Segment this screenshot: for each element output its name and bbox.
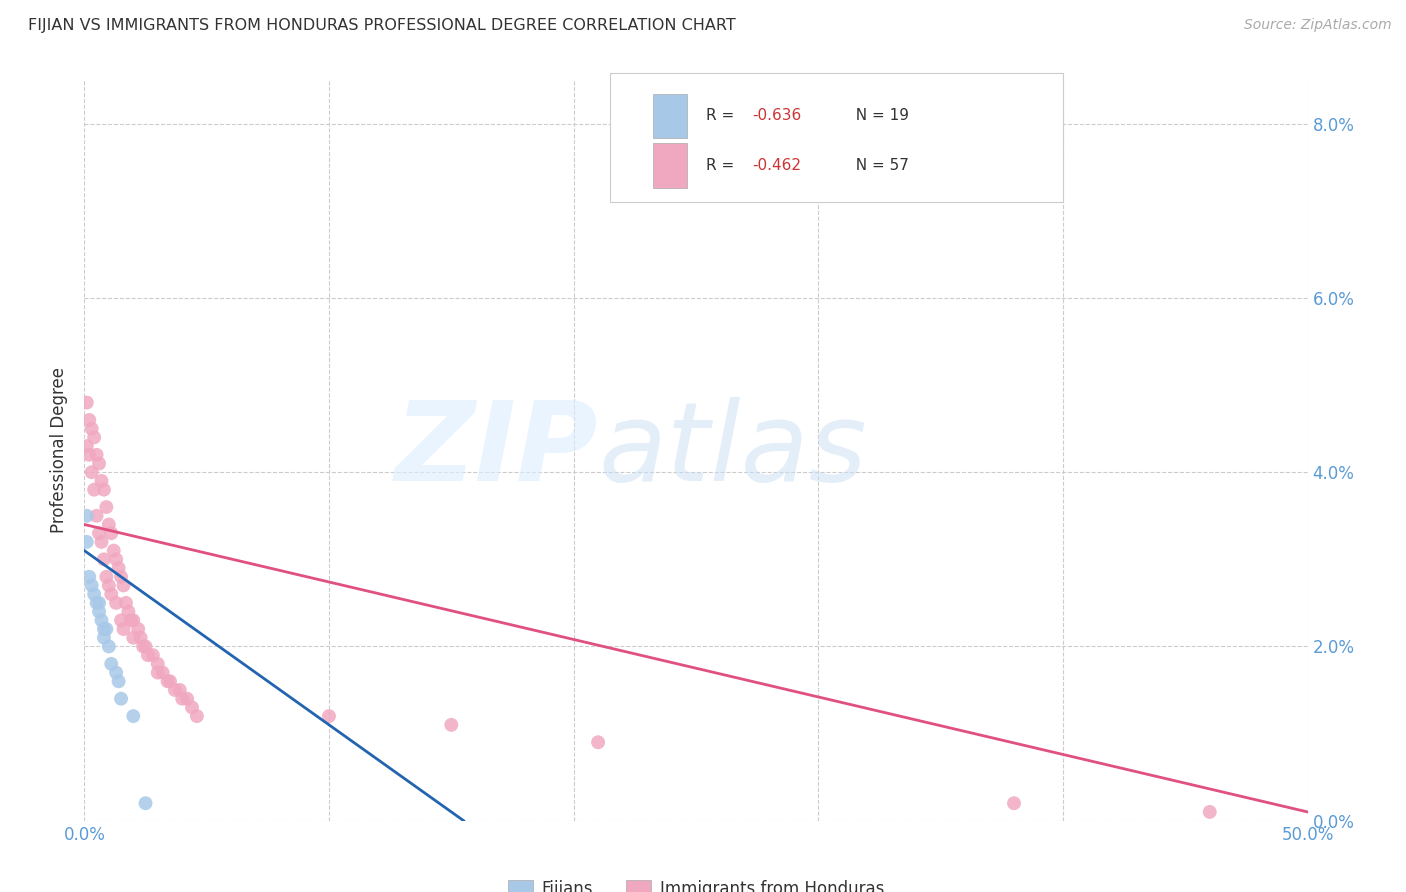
Point — [586, 735, 609, 749]
Point — [76, 395, 98, 409]
Point — [156, 674, 179, 689]
Point — [77, 448, 100, 462]
Point — [97, 517, 120, 532]
Point — [120, 613, 142, 627]
Point — [96, 622, 118, 636]
Text: Source: ZipAtlas.com: Source: ZipAtlas.com — [1244, 18, 1392, 32]
Point — [77, 570, 100, 584]
Point — [83, 587, 105, 601]
Point — [76, 535, 98, 549]
Text: N = 57: N = 57 — [846, 158, 910, 173]
Point — [122, 709, 145, 723]
Point — [110, 570, 132, 584]
Y-axis label: Professional Degree: Professional Degree — [51, 368, 69, 533]
Point — [163, 683, 186, 698]
Text: -0.636: -0.636 — [752, 108, 801, 123]
Text: R =: R = — [706, 158, 740, 173]
Point — [96, 570, 118, 584]
Point — [87, 605, 110, 619]
Point — [117, 605, 139, 619]
Point — [122, 613, 145, 627]
Point — [100, 526, 122, 541]
Text: FIJIAN VS IMMIGRANTS FROM HONDURAS PROFESSIONAL DEGREE CORRELATION CHART: FIJIAN VS IMMIGRANTS FROM HONDURAS PROFE… — [28, 18, 735, 33]
Point — [93, 552, 115, 566]
Point — [87, 596, 110, 610]
Point — [176, 691, 198, 706]
Point — [115, 596, 138, 610]
Point — [181, 700, 204, 714]
Point — [100, 657, 122, 671]
Point — [86, 448, 108, 462]
Text: -0.462: -0.462 — [752, 158, 801, 173]
Point — [83, 430, 105, 444]
Point — [83, 483, 105, 497]
Point — [135, 640, 157, 654]
Point — [80, 465, 103, 479]
Point — [112, 578, 135, 592]
Point — [132, 640, 155, 654]
Text: R =: R = — [706, 108, 740, 123]
Point — [159, 674, 181, 689]
Point — [97, 578, 120, 592]
Point — [146, 665, 169, 680]
Point — [87, 457, 110, 471]
Point — [93, 483, 115, 497]
Point — [80, 422, 103, 436]
Point — [76, 508, 98, 523]
Text: N = 19: N = 19 — [846, 108, 910, 123]
Point — [152, 665, 174, 680]
FancyBboxPatch shape — [654, 144, 688, 187]
Point — [142, 648, 165, 662]
Point — [93, 631, 115, 645]
Point — [110, 691, 132, 706]
Point — [97, 640, 120, 654]
Legend: Fijians, Immigrants from Honduras: Fijians, Immigrants from Honduras — [502, 873, 890, 892]
Point — [129, 631, 152, 645]
Point — [122, 631, 145, 645]
Point — [135, 796, 157, 810]
Point — [107, 674, 129, 689]
Point — [96, 500, 118, 514]
Point — [186, 709, 208, 723]
Point — [105, 552, 128, 566]
Point — [107, 561, 129, 575]
Point — [440, 718, 463, 732]
Point — [318, 709, 340, 723]
FancyBboxPatch shape — [654, 94, 688, 138]
Point — [80, 578, 103, 592]
Point — [1002, 796, 1025, 810]
Point — [76, 439, 98, 453]
Point — [100, 587, 122, 601]
Point — [127, 622, 149, 636]
Point — [146, 657, 169, 671]
Point — [136, 648, 159, 662]
Point — [86, 596, 108, 610]
Point — [90, 474, 112, 488]
Point — [103, 543, 125, 558]
Point — [90, 613, 112, 627]
Point — [110, 613, 132, 627]
FancyBboxPatch shape — [610, 73, 1063, 202]
Point — [87, 526, 110, 541]
Point — [112, 622, 135, 636]
Point — [86, 508, 108, 523]
Point — [93, 622, 115, 636]
Point — [105, 596, 128, 610]
Point — [1198, 805, 1220, 819]
Point — [90, 535, 112, 549]
Point — [172, 691, 194, 706]
Point — [105, 665, 128, 680]
Point — [169, 683, 191, 698]
Text: ZIP: ZIP — [395, 397, 598, 504]
Point — [77, 413, 100, 427]
Text: atlas: atlas — [598, 397, 866, 504]
